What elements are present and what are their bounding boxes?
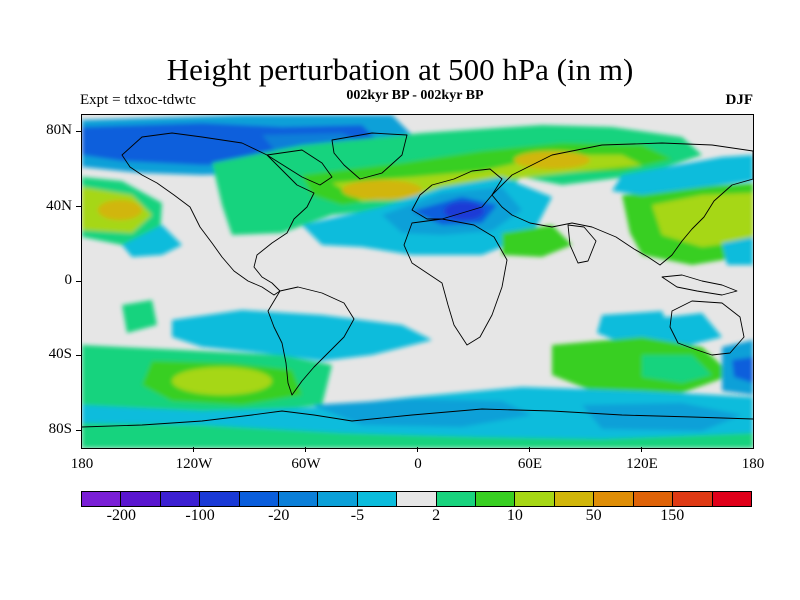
colorbar-label: -20 (268, 507, 290, 524)
x-tick-label: 120E (626, 456, 658, 472)
y-tick-label: 40N (46, 198, 72, 214)
x-tick-label: 180 (741, 456, 765, 472)
x-tick (305, 447, 306, 452)
colorbar-box (712, 492, 751, 506)
y-tick (76, 281, 81, 282)
x-tick-label: 180 (70, 456, 94, 472)
y-tick (76, 206, 81, 207)
y-tick (76, 430, 81, 431)
colorbar-box (633, 492, 674, 506)
colorbar-label: -100 (185, 507, 215, 524)
contour-map (82, 115, 753, 448)
colorbar-box (318, 492, 358, 506)
x-tick-label: 60E (517, 456, 543, 472)
season-label: DJF (725, 92, 754, 108)
map-panel (81, 114, 754, 449)
colorbar-box (594, 492, 634, 506)
colorbar-label: -5 (350, 507, 365, 524)
y-tick-label: 40S (48, 346, 72, 362)
colorbar-label: -200 (106, 507, 136, 524)
x-tick (529, 447, 530, 452)
experiment-label: Expt = tdxoc-tdwtc (80, 92, 196, 108)
colorbar-box (200, 492, 240, 506)
y-tick-label: 80S (48, 421, 72, 437)
colorbar-label: 2 (432, 507, 441, 524)
colorbar-box (160, 492, 201, 506)
x-tick-label: 60W (291, 456, 321, 472)
colorbar-box (239, 492, 280, 506)
colorbar-label: 150 (660, 507, 685, 524)
colorbar-label: 10 (506, 507, 523, 524)
colorbar-box (121, 492, 161, 506)
coastlines (82, 132, 753, 428)
contour-fields (82, 115, 753, 448)
colorbar-box (673, 492, 713, 506)
colorbar-box (357, 492, 398, 506)
colorbar-label: 50 (585, 507, 602, 524)
plot-subtitle: 002kyr BP - 002kyr BP (346, 88, 484, 103)
colorbar-box (397, 492, 437, 506)
x-tick (417, 447, 418, 452)
y-tick-label: 80N (46, 122, 72, 138)
colorbar (81, 491, 752, 507)
colorbar-box (82, 492, 122, 506)
plot-title: Height perturbation at 500 hPa (in m) (166, 52, 634, 87)
x-tick-label: 0 (414, 456, 422, 472)
colorbar-box (515, 492, 555, 506)
colorbar-box (476, 492, 516, 506)
x-tick-label: 120W (175, 456, 213, 472)
colorbar-box (436, 492, 477, 506)
y-tick (76, 131, 81, 132)
colorbar-box (279, 492, 319, 506)
colorbar-box (554, 492, 595, 506)
x-tick (641, 447, 642, 452)
x-tick (193, 447, 194, 452)
y-tick (76, 355, 81, 356)
y-tick-label: 0 (64, 272, 73, 288)
